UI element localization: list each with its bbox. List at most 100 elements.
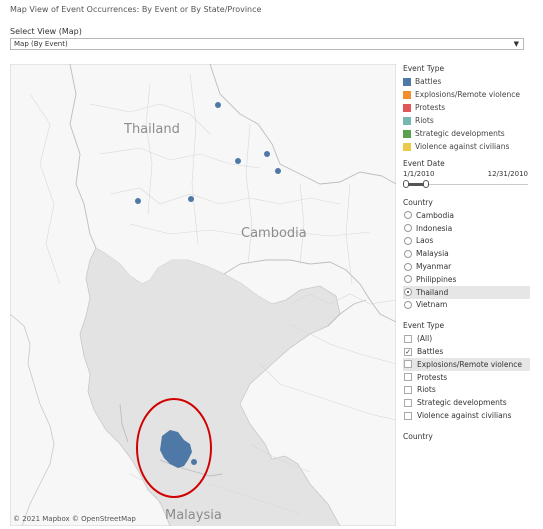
country-option[interactable]: Cambodia bbox=[403, 209, 528, 222]
country-label: Cambodia bbox=[416, 210, 454, 220]
event-label: Violence against civilians bbox=[417, 411, 512, 421]
event-layer bbox=[135, 102, 281, 498]
radio-button[interactable] bbox=[404, 300, 412, 309]
province-borders bbox=[29, 73, 396, 515]
view-select-value: Map (By Event) bbox=[14, 40, 68, 48]
event-option[interactable]: Riots bbox=[403, 384, 528, 397]
event-label: Protests bbox=[417, 372, 448, 382]
date-end: 12/31/2010 bbox=[487, 170, 528, 178]
select-view-label: Select View (Map) bbox=[10, 27, 82, 36]
gulf-of-thailand bbox=[94, 248, 272, 460]
legend-swatch bbox=[403, 129, 411, 138]
date-slider[interactable] bbox=[403, 180, 528, 190]
checkbox[interactable] bbox=[404, 373, 412, 382]
legend-item[interactable]: Riots bbox=[403, 114, 528, 127]
country-option[interactable]: Laos bbox=[403, 235, 528, 248]
event-label: Riots bbox=[417, 385, 436, 395]
map-view[interactable]: Thailand Cambodia Malaysia © 2021 Mapbox… bbox=[10, 64, 396, 526]
event-marker bbox=[188, 196, 194, 202]
event-label: Battles bbox=[417, 347, 444, 357]
event-markers bbox=[135, 102, 281, 204]
radio-button[interactable] bbox=[404, 262, 412, 271]
checkbox-checked[interactable]: ✓ bbox=[404, 347, 412, 356]
country-label: Thailand bbox=[416, 287, 449, 297]
annotation-circle bbox=[136, 398, 212, 498]
country-label: Malaysia bbox=[416, 249, 449, 259]
country-option-selected[interactable]: Thailand bbox=[403, 285, 530, 299]
checkbox[interactable] bbox=[404, 385, 412, 394]
event-marker bbox=[264, 151, 270, 157]
view-select[interactable]: Map (By Event) ▼ bbox=[10, 38, 524, 50]
legend-swatch bbox=[403, 103, 411, 112]
radio-button[interactable] bbox=[404, 275, 412, 284]
label-thailand: Thailand bbox=[124, 122, 180, 137]
country-borders bbox=[69, 64, 396, 477]
slider-handle-start[interactable] bbox=[403, 180, 409, 188]
country-option[interactable]: Philippines bbox=[403, 273, 528, 286]
legend-item[interactable]: Strategic developments bbox=[403, 127, 528, 140]
land-west-coast bbox=[10, 313, 55, 526]
checkbox[interactable] bbox=[404, 411, 412, 420]
legend-label: Explosions/Remote violence bbox=[415, 90, 520, 99]
event-option[interactable]: Violence against civilians bbox=[403, 409, 528, 422]
checkbox[interactable] bbox=[404, 360, 412, 369]
legend-title: Event Type bbox=[403, 64, 445, 73]
country-option[interactable]: Indonesia bbox=[403, 222, 528, 235]
checkbox[interactable] bbox=[404, 398, 412, 407]
event-label: Explosions/Remote violence bbox=[417, 359, 522, 369]
label-malaysia: Malaysia bbox=[165, 508, 222, 523]
checkbox[interactable] bbox=[404, 334, 412, 343]
event-label: Strategic developments bbox=[417, 398, 507, 408]
legend-label: Protests bbox=[415, 103, 446, 112]
legend-list: Battles Explosions/Remote violence Prote… bbox=[403, 75, 528, 153]
slider-track bbox=[403, 184, 528, 185]
country-footer-title: Country bbox=[403, 431, 433, 441]
country-label: Myanmar bbox=[416, 262, 452, 272]
event-option[interactable]: Explosions/Remote violence bbox=[403, 357, 530, 371]
country-radio-list: Cambodia Indonesia Laos Malaysia Myanmar… bbox=[403, 209, 530, 312]
country-label: Indonesia bbox=[416, 223, 453, 233]
radio-button[interactable] bbox=[404, 224, 412, 233]
legend-label: Riots bbox=[415, 116, 434, 125]
country-label: Laos bbox=[416, 236, 434, 246]
legend-item[interactable]: Explosions/Remote violence bbox=[403, 88, 528, 101]
legend-label: Battles bbox=[415, 77, 442, 86]
event-marker bbox=[235, 158, 241, 164]
event-option[interactable]: Protests bbox=[403, 371, 528, 384]
event-label: (All) bbox=[417, 334, 433, 344]
radio-button-selected[interactable] bbox=[404, 288, 412, 297]
event-cluster bbox=[160, 430, 192, 468]
date-filter-title: Event Date bbox=[403, 159, 445, 168]
map-attribution[interactable]: © 2021 Mapbox © OpenStreetMap bbox=[13, 515, 136, 523]
event-marker bbox=[275, 168, 281, 174]
legend-item[interactable]: Violence against civilians bbox=[403, 140, 528, 153]
event-option[interactable]: (All) bbox=[403, 332, 528, 345]
date-start: 1/1/2010 bbox=[403, 170, 435, 178]
legend-swatch bbox=[403, 116, 411, 125]
radio-button[interactable] bbox=[404, 236, 412, 245]
legend-item[interactable]: Battles bbox=[403, 75, 528, 88]
event-marker bbox=[191, 459, 197, 465]
event-option[interactable]: Strategic developments bbox=[403, 396, 528, 409]
map-canvas bbox=[10, 64, 396, 526]
country-option[interactable]: Vietnam bbox=[403, 299, 528, 312]
country-filter-title: Country bbox=[403, 198, 433, 207]
legend-label: Violence against civilians bbox=[415, 142, 510, 151]
event-marker bbox=[135, 198, 141, 204]
country-label: Philippines bbox=[416, 274, 457, 284]
legend-swatch bbox=[403, 142, 411, 151]
legend-swatch bbox=[403, 77, 411, 86]
country-option[interactable]: Myanmar bbox=[403, 260, 528, 273]
legend-item[interactable]: Protests bbox=[403, 101, 528, 114]
label-cambodia: Cambodia bbox=[241, 226, 307, 241]
event-marker bbox=[215, 102, 221, 108]
page-title: Map View of Event Occurrences: By Event … bbox=[10, 5, 262, 14]
slider-handle-end[interactable] bbox=[423, 180, 429, 188]
event-checkbox-list: (All) ✓ Battles Explosions/Remote violenc… bbox=[403, 332, 530, 422]
country-option[interactable]: Malaysia bbox=[403, 247, 528, 260]
legend-label: Strategic developments bbox=[415, 129, 505, 138]
slider-fill bbox=[405, 183, 427, 186]
event-option[interactable]: ✓ Battles bbox=[403, 345, 528, 358]
radio-button[interactable] bbox=[404, 211, 412, 220]
radio-button[interactable] bbox=[404, 249, 412, 258]
